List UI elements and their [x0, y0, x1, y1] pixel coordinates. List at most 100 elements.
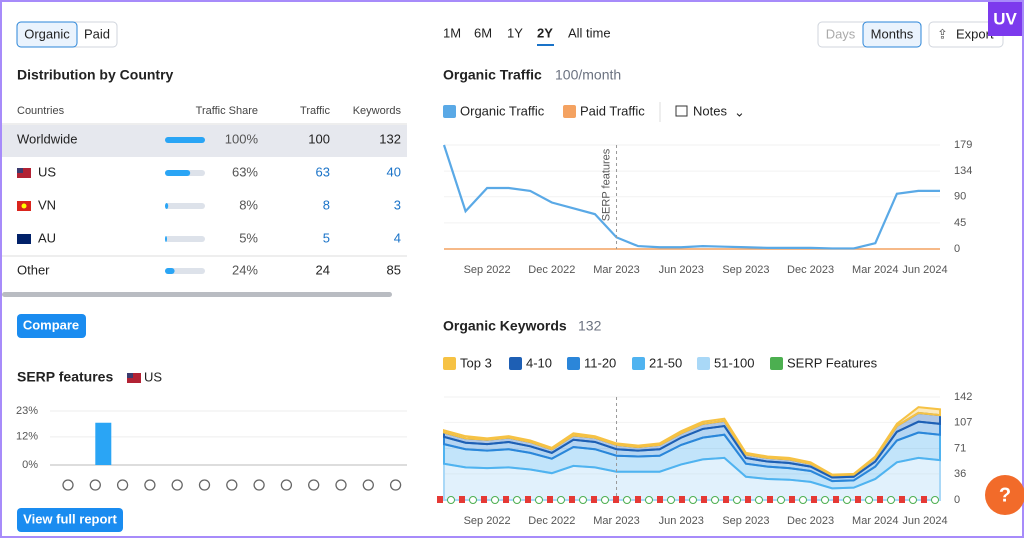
period-underline: [537, 44, 554, 46]
keywords: 85: [387, 262, 401, 277]
serp-marker: [503, 496, 509, 503]
period[interactable]: 1M: [443, 25, 461, 40]
serp-marker: [745, 496, 751, 503]
chart-subtitle: 132: [578, 318, 602, 334]
feature-icon[interactable]: [362, 479, 374, 491]
legend-label[interactable]: Organic Traffic: [460, 103, 545, 118]
serp-marker: [645, 496, 653, 504]
feature-icon[interactable]: [89, 479, 101, 491]
logo-bg: [988, 2, 1022, 36]
serp-marker: [777, 496, 785, 504]
serp-marker: [667, 496, 675, 504]
compare-button[interactable]: [17, 314, 86, 338]
flag-us: [127, 373, 141, 383]
x-tick-label: Dec 2023: [787, 264, 834, 276]
share-label: 63%: [232, 164, 258, 179]
tab[interactable]: Paid: [84, 26, 110, 41]
database: US: [144, 369, 162, 384]
legend-label[interactable]: Paid Traffic: [580, 103, 645, 118]
feature-icon[interactable]: [171, 479, 183, 491]
help-button[interactable]: [985, 475, 1024, 515]
y-tick-label: 23%: [16, 405, 38, 417]
feature-icon[interactable]: [226, 479, 238, 491]
serp-marker: [755, 496, 763, 504]
legend-label[interactable]: SERP Features: [787, 355, 878, 370]
share-bar: [165, 203, 169, 209]
toggle-active[interactable]: [862, 21, 922, 48]
legend-box[interactable]: [770, 357, 783, 370]
line: [442, 144, 940, 250]
legend-box[interactable]: [509, 357, 522, 370]
legend-box[interactable]: [567, 357, 580, 370]
toggle[interactable]: Months: [871, 26, 914, 41]
serp-marker: [557, 496, 565, 504]
button-label[interactable]: View full report: [23, 511, 117, 526]
serp-marker: [491, 496, 499, 504]
keywords[interactable]: 40: [387, 164, 401, 179]
legend-box[interactable]: [563, 105, 576, 118]
report-button[interactable]: [17, 508, 123, 532]
serp-marker: [821, 496, 829, 504]
x-tick-label: Dec 2022: [528, 515, 575, 527]
share-track: [165, 236, 205, 242]
share-bar: [165, 236, 167, 242]
traffic[interactable]: 5: [323, 230, 330, 245]
x-tick-label: Mar 2023: [593, 264, 639, 276]
toggle[interactable]: Days: [826, 26, 856, 41]
legend-box[interactable]: [632, 357, 645, 370]
flag-au: [17, 234, 31, 244]
legend-label[interactable]: 4-10: [526, 355, 552, 370]
legend-label[interactable]: 11-20: [584, 355, 616, 370]
x-tick-label: Jun 2023: [659, 515, 704, 527]
period[interactable]: All time: [568, 25, 611, 40]
notes[interactable]: Notes: [693, 103, 727, 118]
feature-icon[interactable]: [253, 479, 265, 491]
traffic: 100: [308, 131, 330, 146]
feature-icon[interactable]: [335, 479, 347, 491]
legend-box[interactable]: [443, 357, 456, 370]
feature-icon[interactable]: [198, 479, 211, 491]
tab-active[interactable]: [16, 21, 78, 48]
traffic[interactable]: 8: [323, 197, 330, 212]
feature-icon[interactable]: [308, 479, 320, 491]
scrollbar[interactable]: [2, 292, 392, 297]
feature-icon[interactable]: [116, 479, 129, 491]
serp-marker: [535, 496, 543, 504]
traffic[interactable]: 63: [316, 164, 330, 179]
serp-marker: [877, 496, 883, 503]
legend-box[interactable]: [443, 105, 456, 118]
legend-box[interactable]: [697, 357, 710, 370]
traffic: 24: [316, 262, 330, 277]
y-tick-label: 36: [954, 468, 966, 480]
share-label: 24%: [232, 262, 258, 277]
period[interactable]: 1Y: [507, 25, 523, 40]
keywords: 132: [379, 131, 401, 146]
keywords[interactable]: 4: [394, 230, 401, 245]
button-label[interactable]: Export: [956, 26, 994, 41]
country: Other: [17, 262, 50, 277]
legend-label[interactable]: Top 3: [460, 355, 492, 370]
feature-icon[interactable]: [280, 479, 293, 491]
keywords[interactable]: 3: [394, 197, 401, 212]
legend-label[interactable]: 21-50: [649, 355, 682, 370]
annotation: SERP features: [600, 148, 612, 221]
country: VN: [38, 197, 56, 212]
x-tick-label: Sep 2023: [722, 264, 769, 276]
feature-icon[interactable]: [62, 479, 74, 491]
x-tick-label: Mar 2023: [593, 515, 639, 527]
feature-icon[interactable]: [144, 479, 156, 491]
help-icon[interactable]: ?: [999, 484, 1011, 506]
serp-marker: [921, 496, 927, 503]
button-label[interactable]: Compare: [23, 317, 79, 332]
period[interactable]: 2Y: [537, 25, 553, 40]
legend-label[interactable]: 51-100: [714, 355, 754, 370]
serp-marker: [437, 496, 443, 503]
period[interactable]: 6M: [474, 25, 492, 40]
col-head: Countries: [17, 105, 65, 117]
tab[interactable]: Organic: [24, 26, 70, 41]
x-tick-label: Sep 2022: [464, 264, 511, 276]
feature-icon[interactable]: [389, 479, 402, 491]
export-icon: ⇪: [937, 26, 948, 41]
